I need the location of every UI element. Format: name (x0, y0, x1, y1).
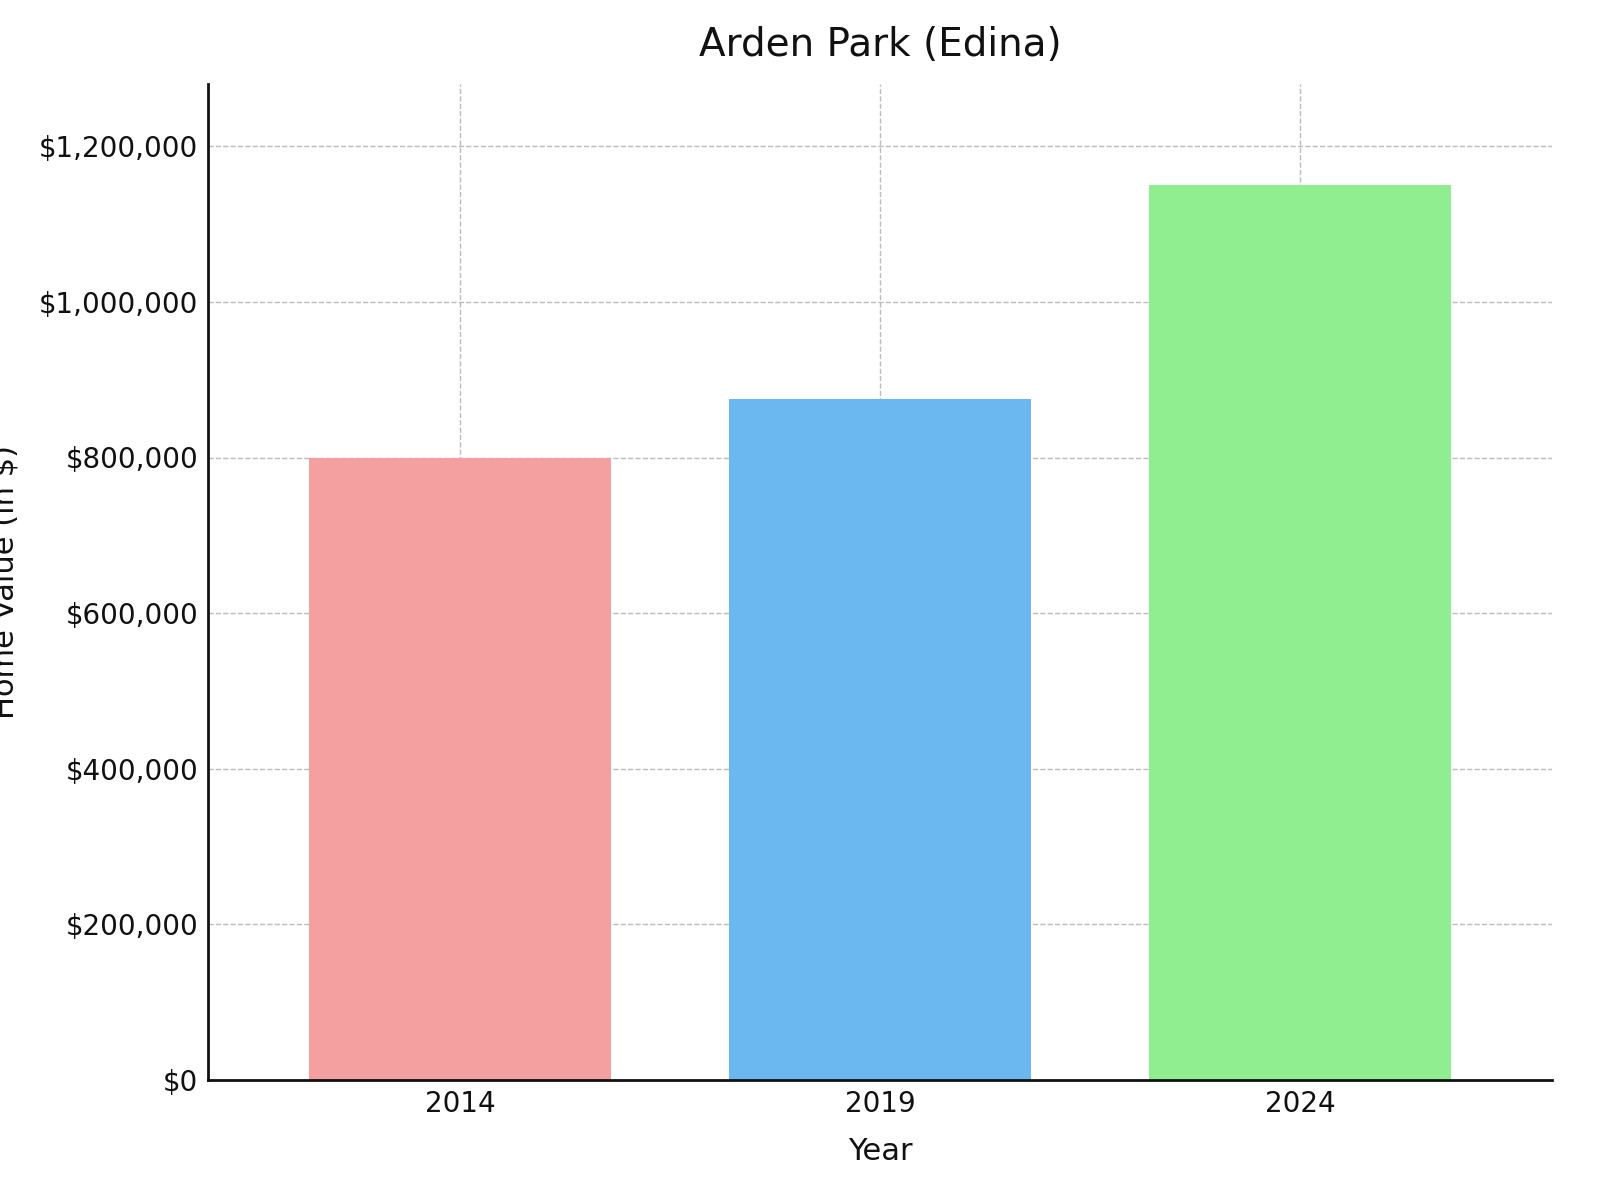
Title: Arden Park (Edina): Arden Park (Edina) (699, 26, 1061, 65)
Bar (728, 400, 1030, 1080)
Bar (309, 457, 611, 1080)
Y-axis label: Home Value (in $): Home Value (in $) (0, 445, 19, 719)
X-axis label: Year: Year (848, 1138, 912, 1166)
Bar (1149, 185, 1451, 1080)
